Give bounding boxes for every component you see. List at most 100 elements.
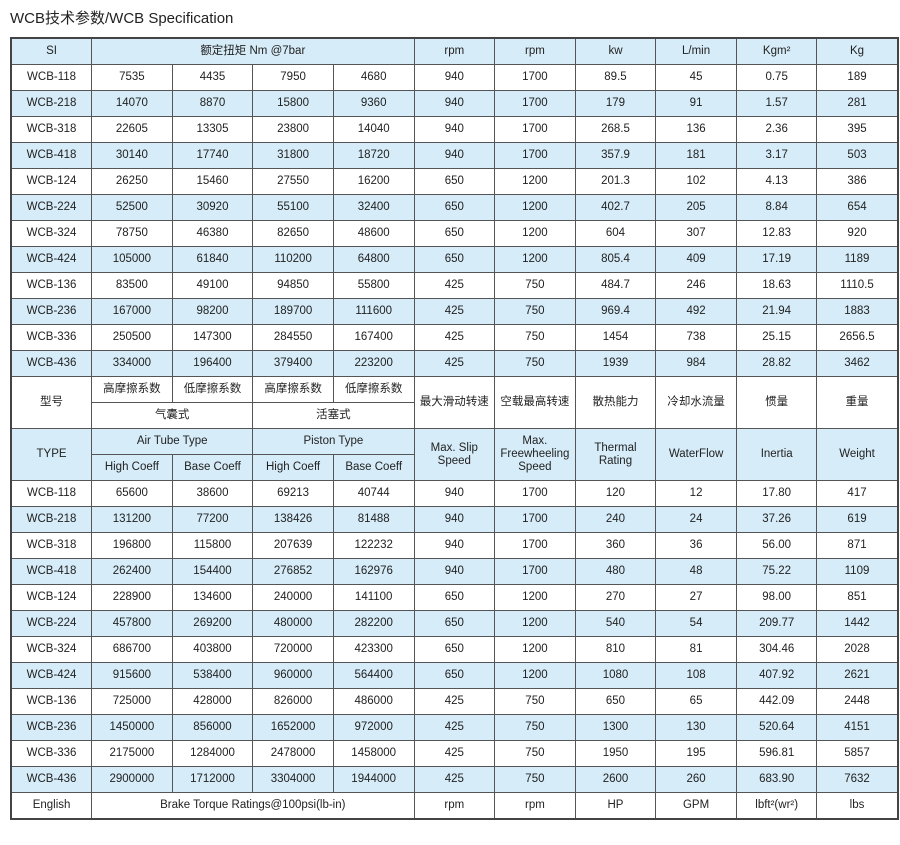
- table-row: WCB-424 105000 61840 110200 64800 650 1200 805.…: [10, 246, 899, 273]
- value-cell: 64800: [332, 246, 415, 273]
- value-cell: 18.63: [735, 272, 818, 299]
- en-col-header: Max. Freewheeling Speed: [494, 428, 576, 481]
- value-cell: 268.5: [574, 116, 657, 143]
- value-cell: 650: [413, 168, 496, 195]
- value-cell: 18720: [332, 142, 415, 169]
- value-cell: 134600: [171, 584, 254, 611]
- value-cell: 94850: [252, 272, 334, 299]
- en-footer-unit: lbs: [816, 792, 899, 820]
- en-coeff-row: High Coeff Base Coeff High Coeff Base Co…: [11, 454, 898, 481]
- model-cell: WCB-224: [10, 610, 93, 637]
- value-cell: 750: [494, 350, 576, 377]
- wcb-spec-table: SI 额定扭矩 Nm @7bar rpm rpm kw L/min Kgm² K…: [10, 37, 899, 820]
- value-cell: 167400: [332, 324, 415, 351]
- value-cell: 1700: [494, 116, 576, 143]
- value-cell: 1939: [574, 350, 657, 377]
- value-cell: 27550: [252, 168, 334, 195]
- cn-col-header: 重量: [816, 376, 899, 429]
- value-cell: 654: [816, 194, 899, 221]
- value-cell: 83500: [91, 272, 173, 299]
- table-row: WCB-136 725000 428000 826000 486000 425 750 650…: [10, 688, 899, 715]
- table-row: WCB-218 131200 77200 138426 81488 940 1700 240 2…: [10, 506, 899, 533]
- en-col-header: Inertia: [735, 428, 818, 481]
- model-cell: WCB-124: [10, 168, 93, 195]
- value-cell: 871: [816, 532, 899, 559]
- value-cell: 2621: [816, 662, 899, 689]
- value-cell: 250500: [91, 324, 173, 351]
- value-cell: 940: [413, 558, 496, 585]
- en-footer-unit: rpm: [494, 792, 576, 820]
- value-cell: 26250: [91, 168, 173, 195]
- value-cell: 179: [574, 90, 657, 117]
- value-cell: 17.80: [735, 480, 818, 507]
- value-cell: 28.82: [735, 350, 818, 377]
- table-row: WCB-218 14070 8870 15800 9360 940 1700 179 91 1.5…: [10, 90, 899, 117]
- value-cell: 22605: [91, 116, 173, 143]
- table-row: WCB-418 30140 17740 31800 18720 940 1700 357.9 1…: [10, 142, 899, 169]
- model-cell: WCB-418: [10, 558, 93, 585]
- value-cell: 48600: [332, 220, 415, 247]
- table-row: WCB-324 78750 46380 82650 48600 650 1200 604 307…: [10, 220, 899, 247]
- table-row: WCB-436 2900000 1712000 3304000 1944000 425 75…: [10, 766, 899, 793]
- page-title: WCB技术参数/WCB Specification: [10, 10, 234, 27]
- en-footer-row: English Brake Torque Ratings@100psi(lb-i…: [10, 792, 899, 820]
- table-row: WCB-124 26250 15460 27550 16200 650 1200 201.3 1…: [10, 168, 899, 195]
- value-cell: 1189: [816, 246, 899, 273]
- value-cell: 1109: [816, 558, 899, 585]
- value-cell: 48: [655, 558, 737, 585]
- value-cell: 9360: [332, 90, 415, 117]
- table-row: WCB-318 22605 13305 23800 14040 940 1700 268.5 1…: [10, 116, 899, 143]
- value-cell: 492: [655, 298, 737, 325]
- table-row: WCB-136 83500 49100 94850 55800 425 750 484.7 24…: [10, 272, 899, 299]
- en-col-header: Weight: [816, 428, 899, 481]
- table-row: WCB-124 228900 134600 240000 141100 650 1200 27…: [10, 584, 899, 611]
- value-cell: 360: [574, 532, 657, 559]
- value-cell: 3462: [816, 350, 899, 377]
- value-cell: 1200: [494, 610, 576, 637]
- value-cell: 262400: [91, 558, 173, 585]
- value-cell: 540: [574, 610, 657, 637]
- value-cell: 136: [655, 116, 737, 143]
- model-cell: WCB-424: [10, 246, 93, 273]
- value-cell: 596.81: [735, 740, 818, 767]
- value-cell: 486000: [332, 688, 415, 715]
- si-unit-header: Kg: [816, 37, 899, 65]
- cn-col-header: 空载最高转速: [494, 376, 576, 429]
- en-coeff-header: High Coeff: [91, 454, 173, 481]
- value-cell: 14040: [332, 116, 415, 143]
- en-col-header: Max. Slip Speed: [413, 428, 496, 481]
- model-cell: WCB-324: [10, 636, 93, 663]
- value-cell: 2478000: [252, 740, 334, 767]
- table-row: WCB-118 65600 38600 69213 40744 940 1700 120 12 1…: [10, 480, 899, 507]
- value-cell: 1200: [494, 584, 576, 611]
- value-cell: 750: [494, 688, 576, 715]
- en-footer-unit: GPM: [655, 792, 737, 820]
- si-torque-header: 额定扭矩 Nm @7bar: [91, 37, 415, 65]
- model-cell: WCB-218: [10, 90, 93, 117]
- cn-col-header: 惯量: [735, 376, 818, 429]
- value-cell: 1883: [816, 298, 899, 325]
- value-cell: 1700: [494, 558, 576, 585]
- value-cell: 38600: [171, 480, 254, 507]
- model-cell: WCB-418: [10, 142, 93, 169]
- value-cell: 334000: [91, 350, 173, 377]
- value-cell: 228900: [91, 584, 173, 611]
- si-unit-header: rpm: [413, 37, 496, 65]
- value-cell: 1458000: [332, 740, 415, 767]
- value-cell: 520.64: [735, 714, 818, 741]
- si-type-header: SI: [10, 37, 93, 65]
- value-cell: 246: [655, 272, 737, 299]
- value-cell: 969.4: [574, 298, 657, 325]
- value-cell: 940: [413, 64, 496, 91]
- value-cell: 8870: [171, 90, 254, 117]
- value-cell: 13305: [171, 116, 254, 143]
- value-cell: 189: [816, 64, 899, 91]
- value-cell: 147300: [171, 324, 254, 351]
- value-cell: 1200: [494, 220, 576, 247]
- value-cell: 1080: [574, 662, 657, 689]
- value-cell: 281: [816, 90, 899, 117]
- value-cell: 3304000: [252, 766, 334, 793]
- value-cell: 8.84: [735, 194, 818, 221]
- value-cell: 78750: [91, 220, 173, 247]
- value-cell: 650: [413, 220, 496, 247]
